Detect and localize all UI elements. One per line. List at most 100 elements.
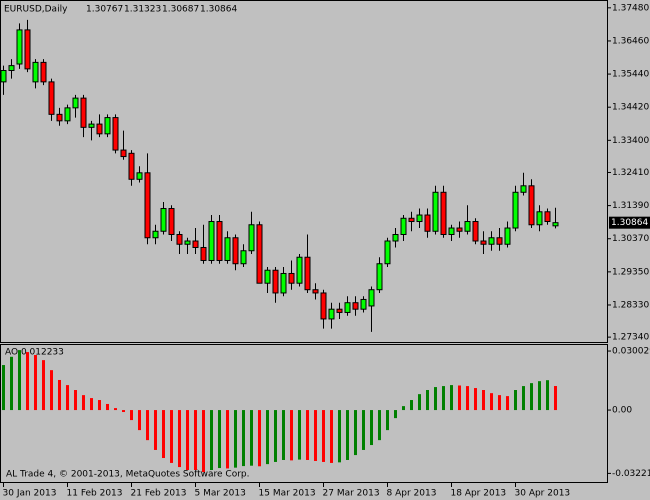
candle-body xyxy=(248,224,255,252)
ao-bar xyxy=(474,388,477,411)
x-tick-label: 5 Mar 2013 xyxy=(195,489,246,499)
ao-bar xyxy=(426,390,429,411)
x-tick-label: 11 Feb 2013 xyxy=(67,489,123,499)
candle-body xyxy=(0,69,7,83)
ao-bar xyxy=(290,410,293,461)
candle-body xyxy=(320,292,327,320)
price-marker xyxy=(609,216,650,229)
x-tick-label: 15 Mar 2013 xyxy=(259,489,316,499)
candle-body xyxy=(360,298,367,310)
x-tick-label: 8 Apr 2013 xyxy=(387,489,437,499)
candle-body xyxy=(80,97,87,128)
ao-bar xyxy=(66,385,69,411)
x-tick-label: 30 Jan 2013 xyxy=(3,489,57,499)
ao-bar xyxy=(114,408,117,411)
y-tick-label: 1.27340 xyxy=(612,333,649,343)
candle-body xyxy=(408,217,415,223)
chart-title: EURUSD,Daily xyxy=(4,5,68,15)
candle-body xyxy=(352,302,359,310)
candle-body xyxy=(16,29,23,65)
ao-bar xyxy=(130,410,133,421)
ao-bar xyxy=(106,403,109,411)
ao-bar xyxy=(466,386,469,411)
ao-bar xyxy=(18,350,21,411)
copyright: AL Trade 4, © 2001-2013, MetaQuotes Soft… xyxy=(6,470,249,480)
candle-body xyxy=(168,208,175,236)
candle-body xyxy=(240,250,247,265)
candle-body xyxy=(504,227,511,245)
ao-bar xyxy=(362,410,365,450)
ao-bar xyxy=(170,410,173,463)
candle-body xyxy=(472,221,479,242)
ao-bar xyxy=(354,410,357,456)
candle-body xyxy=(488,237,495,245)
y-tick-label: 1.36460 xyxy=(612,36,649,46)
ao-title: AO 0.012233 xyxy=(5,348,64,358)
candle-body xyxy=(512,191,519,229)
y-tick-label: 1.33400 xyxy=(612,136,649,146)
candle-body xyxy=(544,211,551,223)
candle-body xyxy=(112,117,119,151)
candle-body xyxy=(288,272,295,284)
price-marker-label: 1.30864 xyxy=(611,218,648,228)
ao-bar xyxy=(458,385,461,411)
ao-bar xyxy=(554,386,557,411)
ao-bar xyxy=(2,365,5,411)
candle-body xyxy=(176,234,183,245)
candle-body xyxy=(296,256,303,284)
candle-body xyxy=(496,237,503,245)
candle-body xyxy=(328,308,335,320)
ao-bar xyxy=(162,410,165,459)
candle-body xyxy=(344,302,351,313)
ao-bar xyxy=(482,390,485,411)
candle-body xyxy=(552,222,559,227)
open-value: 1.30767 xyxy=(86,5,123,15)
ao-bar xyxy=(122,410,125,413)
candle-body xyxy=(384,240,391,265)
y-tick-label: 1.28330 xyxy=(612,300,649,310)
ao-bar xyxy=(378,410,381,441)
ao-bar xyxy=(298,410,301,460)
ao-bar xyxy=(418,394,421,411)
candle-body xyxy=(400,217,407,236)
candle-body xyxy=(56,113,63,122)
candle-body xyxy=(416,214,423,223)
candle-body xyxy=(216,221,223,261)
ao-bar xyxy=(330,410,333,463)
candle-body xyxy=(144,172,151,239)
candle-body xyxy=(224,237,231,261)
ao-bar xyxy=(42,360,45,411)
ao-bar xyxy=(306,410,309,460)
candle-body xyxy=(208,221,215,261)
low-value: 1.30687 xyxy=(162,5,199,15)
ao-bar xyxy=(530,383,533,411)
ao-bar xyxy=(58,379,61,411)
price-panel xyxy=(0,0,608,343)
candle-body xyxy=(128,152,135,180)
ao-bar xyxy=(26,352,29,411)
ao-bar xyxy=(410,400,413,411)
ao-bar xyxy=(34,355,37,411)
ao-bar xyxy=(258,410,261,467)
ao-bar xyxy=(394,410,397,419)
ao-bar xyxy=(226,410,229,469)
candle-body xyxy=(528,185,535,226)
ao-bar xyxy=(506,396,509,411)
ao-bar xyxy=(450,385,453,411)
high-value: 1.31323 xyxy=(124,5,161,15)
ao-bar xyxy=(74,390,77,411)
candle-body xyxy=(160,208,167,232)
ao-bar xyxy=(234,410,237,468)
candle-body xyxy=(520,185,527,193)
y-tick-label: 1.30370 xyxy=(612,234,649,244)
candle-body xyxy=(184,240,191,245)
legend: EURUSD,Daily 1.30767 1.31323 1.30687 1.3… xyxy=(4,5,237,15)
candle-body xyxy=(432,191,439,232)
candle-body xyxy=(104,117,111,135)
candle-body xyxy=(200,246,207,261)
x-tick-label: 27 Mar 2013 xyxy=(323,489,380,499)
ao-bar xyxy=(82,395,85,411)
candle-body xyxy=(440,191,447,236)
candle-body xyxy=(536,211,543,226)
candle-body xyxy=(64,107,71,122)
